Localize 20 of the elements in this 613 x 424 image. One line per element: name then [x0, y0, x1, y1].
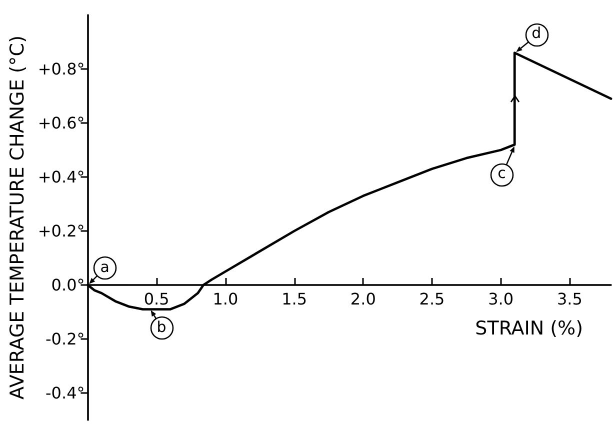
y-tick-label: +0.8° — [38, 60, 85, 78]
y-tick-label: -0.2° — [46, 330, 85, 348]
y-axis-title: AVERAGE TEMPERATURE CHANGE (°C) — [6, 36, 28, 400]
x-tick-label: 3.0 — [488, 290, 514, 308]
annotation: a — [100, 258, 110, 276]
x-tick-label: 1.5 — [282, 290, 308, 308]
x-tick-label: 2.5 — [419, 290, 445, 308]
y-tick-label: +0.6° — [38, 114, 85, 132]
annotation: d — [532, 24, 542, 42]
annotation: b — [156, 318, 166, 336]
y-tick-label: +0.4° — [38, 168, 85, 186]
annotation: c — [498, 164, 506, 182]
x-tick-label: 0.5 — [144, 290, 170, 308]
y-tick-label: +0.2° — [38, 222, 85, 240]
x-tick-label: 2.0 — [350, 290, 376, 308]
x-axis-title: STRAIN (%) — [475, 318, 583, 340]
y-tick-label: 0.0° — [51, 276, 85, 294]
y-tick-label: -0.4° — [46, 384, 85, 402]
x-tick-label: 3.5 — [556, 290, 582, 308]
x-tick-label: 1.0 — [212, 290, 238, 308]
